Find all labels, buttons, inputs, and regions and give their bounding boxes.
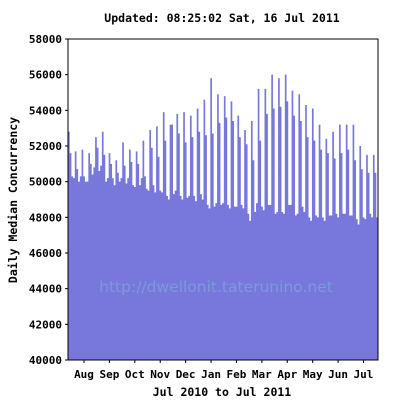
y-tick-label: 54000 xyxy=(29,104,62,117)
y-tick-label: 48000 xyxy=(29,211,62,224)
y-tick-label: 40000 xyxy=(29,354,62,367)
x-tick-label: May xyxy=(303,368,323,381)
x-tick-label: Jun xyxy=(328,368,348,381)
chart-title: Updated: 08:25:02 Sat, 16 Jul 2011 xyxy=(104,11,339,25)
plot-frame xyxy=(67,38,379,361)
plot-area: 40000 42000 44000 46000 48000 50000 52000 54000… xyxy=(29,33,379,381)
y-tick-label: 56000 xyxy=(29,69,62,82)
x-tick-label: Jul xyxy=(354,368,374,381)
x-tick-label: Oct xyxy=(125,368,145,381)
x-tick-label: Sep xyxy=(99,368,119,381)
y-axis-label: Daily Median Concurrency xyxy=(6,117,20,283)
x-tick-label: Aug xyxy=(74,368,94,381)
x-tick-label: Dec xyxy=(176,368,196,381)
watermark-text: http://dwellonit.taterunino.net xyxy=(99,278,333,296)
y-tick-label: 58000 xyxy=(29,33,62,46)
x-tick-label: Feb xyxy=(227,368,247,381)
x-axis-label: Jul 2010 to Jul 2011 xyxy=(153,385,292,399)
y-tick-label: 50000 xyxy=(29,176,62,189)
y-tick-label: 44000 xyxy=(29,283,62,296)
y-tick-label: 46000 xyxy=(29,247,62,260)
x-tick-label: Apr xyxy=(277,368,297,381)
x-tick-label: Mar xyxy=(252,368,272,381)
series-area xyxy=(68,74,378,361)
x-tick-label: Nov xyxy=(150,368,170,381)
y-tick-label: 52000 xyxy=(29,140,62,153)
y-tick-label: 42000 xyxy=(29,318,62,331)
x-tick-label: Jan xyxy=(201,368,221,381)
